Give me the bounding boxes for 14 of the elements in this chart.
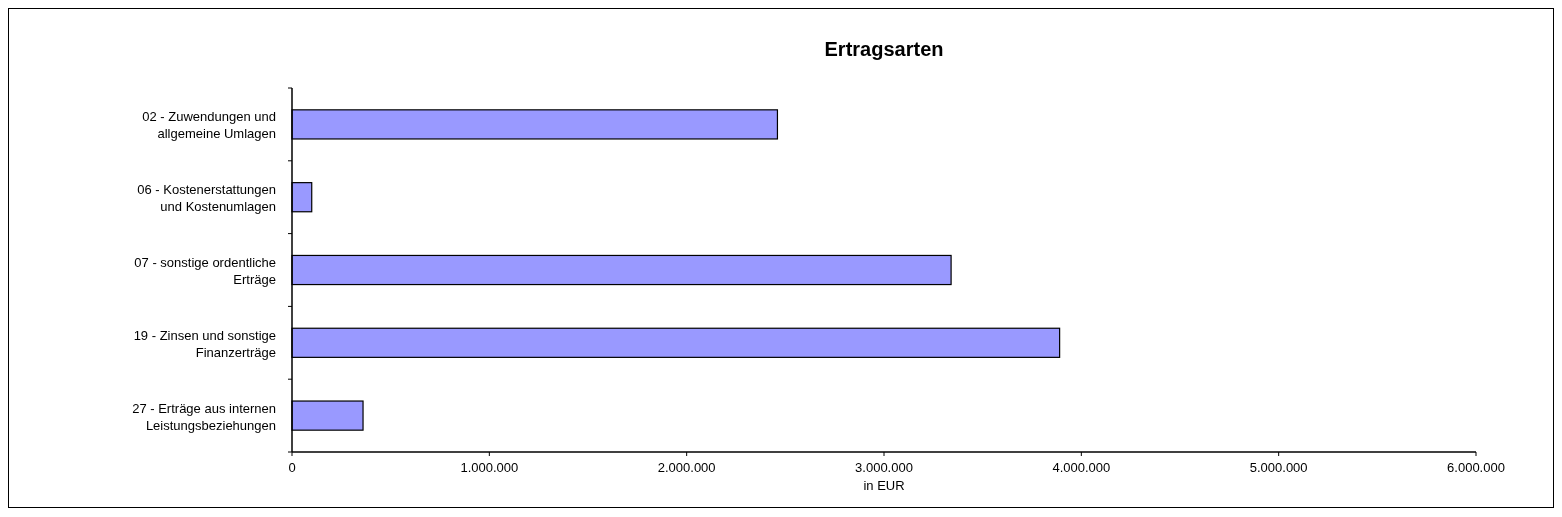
x-tick-label: 4.000.000 — [1052, 460, 1111, 475]
x-tick-label: 3.000.000 — [855, 460, 913, 475]
y-tick-label: 02 - Zuwendungen und allgemeine Umlagen — [142, 109, 276, 142]
y-tick-label: 27 - Erträge aus internen Leistungsbeziehungen — [132, 400, 276, 433]
x-tick-label: 1.000.000 — [460, 460, 519, 475]
x-tick-label: 5.000.000 — [1249, 460, 1308, 475]
y-tick-label: 19 - Zinsen und sonstige Finanzerträge — [133, 327, 276, 360]
x-axis-title: in EUR — [863, 478, 905, 493]
y-tick-label: 07 - sonstige ordentliche Erträge — [134, 255, 276, 287]
y-tick-label: 06 - Kostenerstattungen und Kostenumlagen — [137, 182, 276, 215]
x-tick-label: 2.000.000 — [657, 460, 716, 475]
chart-title: Ertragsarten — [824, 38, 944, 60]
x-tick-label: 6.000.000 — [1447, 460, 1505, 475]
x-tick-label: 0 — [288, 460, 296, 475]
